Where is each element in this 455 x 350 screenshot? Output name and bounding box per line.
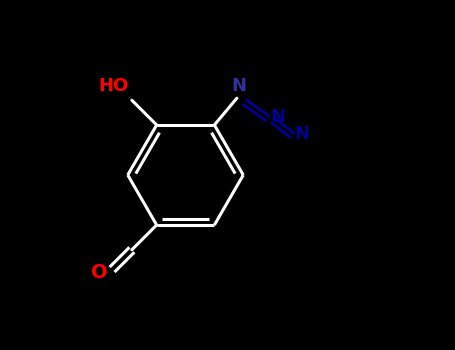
- Text: O: O: [91, 262, 108, 281]
- Text: N: N: [294, 125, 309, 143]
- Text: N: N: [270, 108, 285, 126]
- Text: N: N: [231, 77, 246, 95]
- Text: HO: HO: [98, 77, 128, 95]
